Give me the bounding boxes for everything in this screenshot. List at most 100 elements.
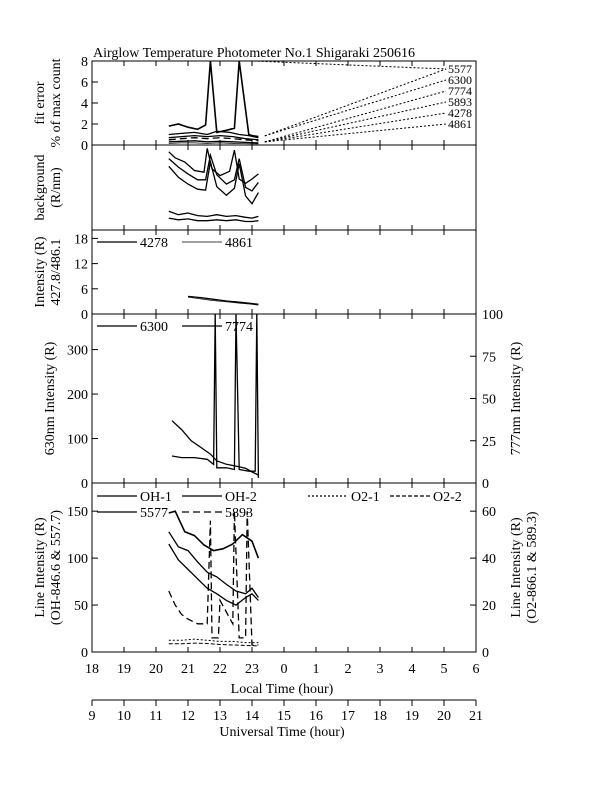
legend-label-4861: 4861 [225, 236, 253, 251]
series-line-5577 [168, 510, 260, 559]
y-tick-label: 0 [81, 139, 88, 154]
legend-label-4861: 4861 [448, 117, 472, 131]
y-tick-label: 0 [81, 646, 88, 661]
legend-label-O2-1: O2-1 [351, 490, 380, 505]
panel-fit_error: 0 2 4 6 8 fit error% of max count 557763007774… [33, 55, 477, 154]
y-right-axis-label: (O2-866.1 & 589.3) [525, 511, 540, 623]
local-time-tick-label: 2 [345, 662, 352, 677]
y-right-axis-label: 777nm Intensity (R) [509, 341, 524, 455]
panel-background: background (R/nm) [33, 144, 477, 231]
local-time-axis-label: Local Time (hour) [231, 682, 334, 697]
local-time-tick-label: 3 [377, 662, 384, 677]
local-time-tick-label: 6 [473, 662, 480, 677]
series-line-O2-2 [168, 642, 259, 647]
local-time-tick-label: 4 [409, 662, 416, 677]
y-axis-label: 630nm Intensity (R) [43, 341, 58, 455]
local-time-tick-label: 0 [281, 662, 288, 677]
panel-frame [91, 60, 477, 146]
y-axis-label: Intensity (R) [33, 236, 48, 307]
y-tick-label: 200 [67, 388, 88, 403]
y-tick-label: 50 [74, 599, 88, 614]
y-right-tick-label: 40 [482, 552, 496, 567]
y-right-tick-label: 60 [482, 505, 496, 520]
y-right-tick-label: 0 [482, 646, 489, 661]
legend-label-6300: 6300 [140, 320, 168, 335]
series-line-OH-2 [168, 543, 259, 606]
y-axis-label: % of max count [49, 58, 64, 147]
universal-time-tick-label: 18 [373, 709, 387, 724]
series-line-5893 [168, 511, 259, 646]
y-axis-label: fit error [33, 81, 48, 124]
local-time-tick-label: 19 [117, 662, 131, 677]
legend-leader-line [264, 90, 447, 143]
y-tick-label: 0 [81, 477, 88, 492]
y-axis-label: Line Intensity (R) [33, 517, 48, 618]
legend-leader-line [264, 68, 447, 137]
universal-time-tick-label: 16 [309, 709, 323, 724]
series-line-2 [168, 161, 259, 205]
legend-label-4278: 4278 [448, 106, 472, 120]
legend-label-6300: 6300 [448, 73, 472, 87]
figure-title: Airglow Temperature Photometer No.1 Shig… [93, 46, 415, 61]
y-axis-label: (OH-846.6 & 557.7) [49, 510, 64, 625]
y-right-tick-label: 20 [482, 599, 496, 614]
legend-label-OH-2: OH-2 [225, 490, 257, 505]
series-line-6300 [168, 130, 259, 139]
local-time-tick-label: 23 [245, 662, 259, 677]
legend-label-5893: 5893 [448, 95, 472, 109]
universal-time-tick-label: 12 [181, 709, 195, 724]
universal-time-tick-label: 17 [341, 709, 355, 724]
panel-frame [91, 313, 477, 484]
series-line-4 [168, 217, 259, 223]
legend-leader-line [264, 101, 447, 143]
legend-label-5577: 5577 [448, 62, 472, 76]
local-time-tick-label: 18 [85, 662, 99, 677]
universal-time-tick-label: 20 [437, 709, 451, 724]
series-line-4278 [168, 140, 259, 144]
y-tick-label: 6 [81, 76, 88, 91]
y-tick-label: 12 [74, 258, 88, 273]
y-axis-label: background [33, 154, 48, 220]
y-axis-label: 427.8/486.1 [49, 239, 64, 306]
universal-time-tick-label: 19 [405, 709, 419, 724]
y-tick-label: 300 [67, 344, 88, 359]
y-tick-label: 2 [81, 118, 88, 133]
series-line-4861 [168, 142, 259, 145]
y-right-tick-label: 50 [482, 393, 496, 408]
y-tick-label: 0 [81, 308, 88, 323]
series-line-5577 [168, 61, 259, 138]
local-time-tick-label: 1 [313, 662, 320, 677]
y-tick-label: 6 [81, 283, 88, 298]
universal-time-tick-label: 14 [245, 709, 259, 724]
y-tick-label: 4 [81, 97, 88, 112]
legend-leader-line [264, 112, 447, 143]
y-tick-label: 8 [81, 55, 88, 70]
y-right-tick-label: 75 [482, 350, 496, 365]
universal-time-tick-label: 15 [277, 709, 291, 724]
universal-time-tick-label: 11 [149, 709, 162, 724]
universal-time-tick-label: 9 [89, 709, 96, 724]
time-axes: 18 19 20 21 22 23 0 1 2 3 4 5 69 10 11 12 13 14 15 16 17 18 19… [85, 662, 483, 724]
legend-label-7774: 7774 [225, 320, 253, 335]
series-line-4861 [187, 296, 259, 306]
series-line-5893 [168, 137, 259, 142]
series-line-7774 [168, 134, 259, 141]
series-line-7774 [171, 314, 260, 478]
legend-label-5893: 5893 [225, 506, 253, 521]
legend-leader-line [253, 60, 447, 70]
y-right-axis-label: Line Intensity (R) [509, 517, 524, 618]
legend-leader-line [264, 123, 447, 143]
y-axis-label: (R/nm) [49, 167, 64, 208]
universal-time-tick-label: 21 [469, 709, 483, 724]
legend-label-5577: 5577 [140, 506, 168, 521]
panel-intensity_630_777: 0 100 200 300 0 25 50 75 100 630nm Intensity (R) 7… [43, 308, 524, 492]
universal-time-tick-label: 10 [117, 709, 131, 724]
local-time-tick-label: 21 [181, 662, 195, 677]
legend-label-O2-2: O2-2 [433, 490, 462, 505]
series-line-O2-1 [168, 638, 259, 644]
y-right-tick-label: 25 [482, 435, 496, 450]
series-line-1 [168, 152, 259, 192]
panel-frame [91, 144, 477, 231]
